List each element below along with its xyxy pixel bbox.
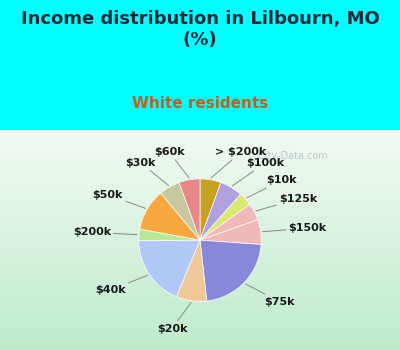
Wedge shape [139,229,200,240]
Text: $60k: $60k [154,147,189,178]
Wedge shape [200,204,258,240]
Text: $10k: $10k [247,175,297,198]
Wedge shape [161,182,200,240]
Text: Income distribution in Lilbourn, MO
(%): Income distribution in Lilbourn, MO (%) [21,10,379,49]
Text: $100k: $100k [232,158,284,186]
Text: $30k: $30k [125,158,169,186]
Wedge shape [176,240,207,301]
Wedge shape [179,179,200,240]
Text: ⓘ City-Data.com: ⓘ City-Data.com [249,151,327,161]
Text: $200k: $200k [73,228,137,237]
Text: $150k: $150k [262,223,327,233]
Text: White residents: White residents [132,96,268,111]
Text: $50k: $50k [92,190,146,208]
Text: $40k: $40k [95,275,148,295]
Wedge shape [200,179,221,240]
Wedge shape [139,240,200,297]
Text: > $200k: > $200k [211,147,267,178]
Text: $125k: $125k [256,194,318,211]
Wedge shape [200,194,250,240]
Wedge shape [200,240,261,301]
Text: $20k: $20k [157,302,191,334]
Text: $75k: $75k [245,284,295,307]
Wedge shape [140,193,200,240]
Wedge shape [200,182,241,240]
Wedge shape [200,220,261,245]
